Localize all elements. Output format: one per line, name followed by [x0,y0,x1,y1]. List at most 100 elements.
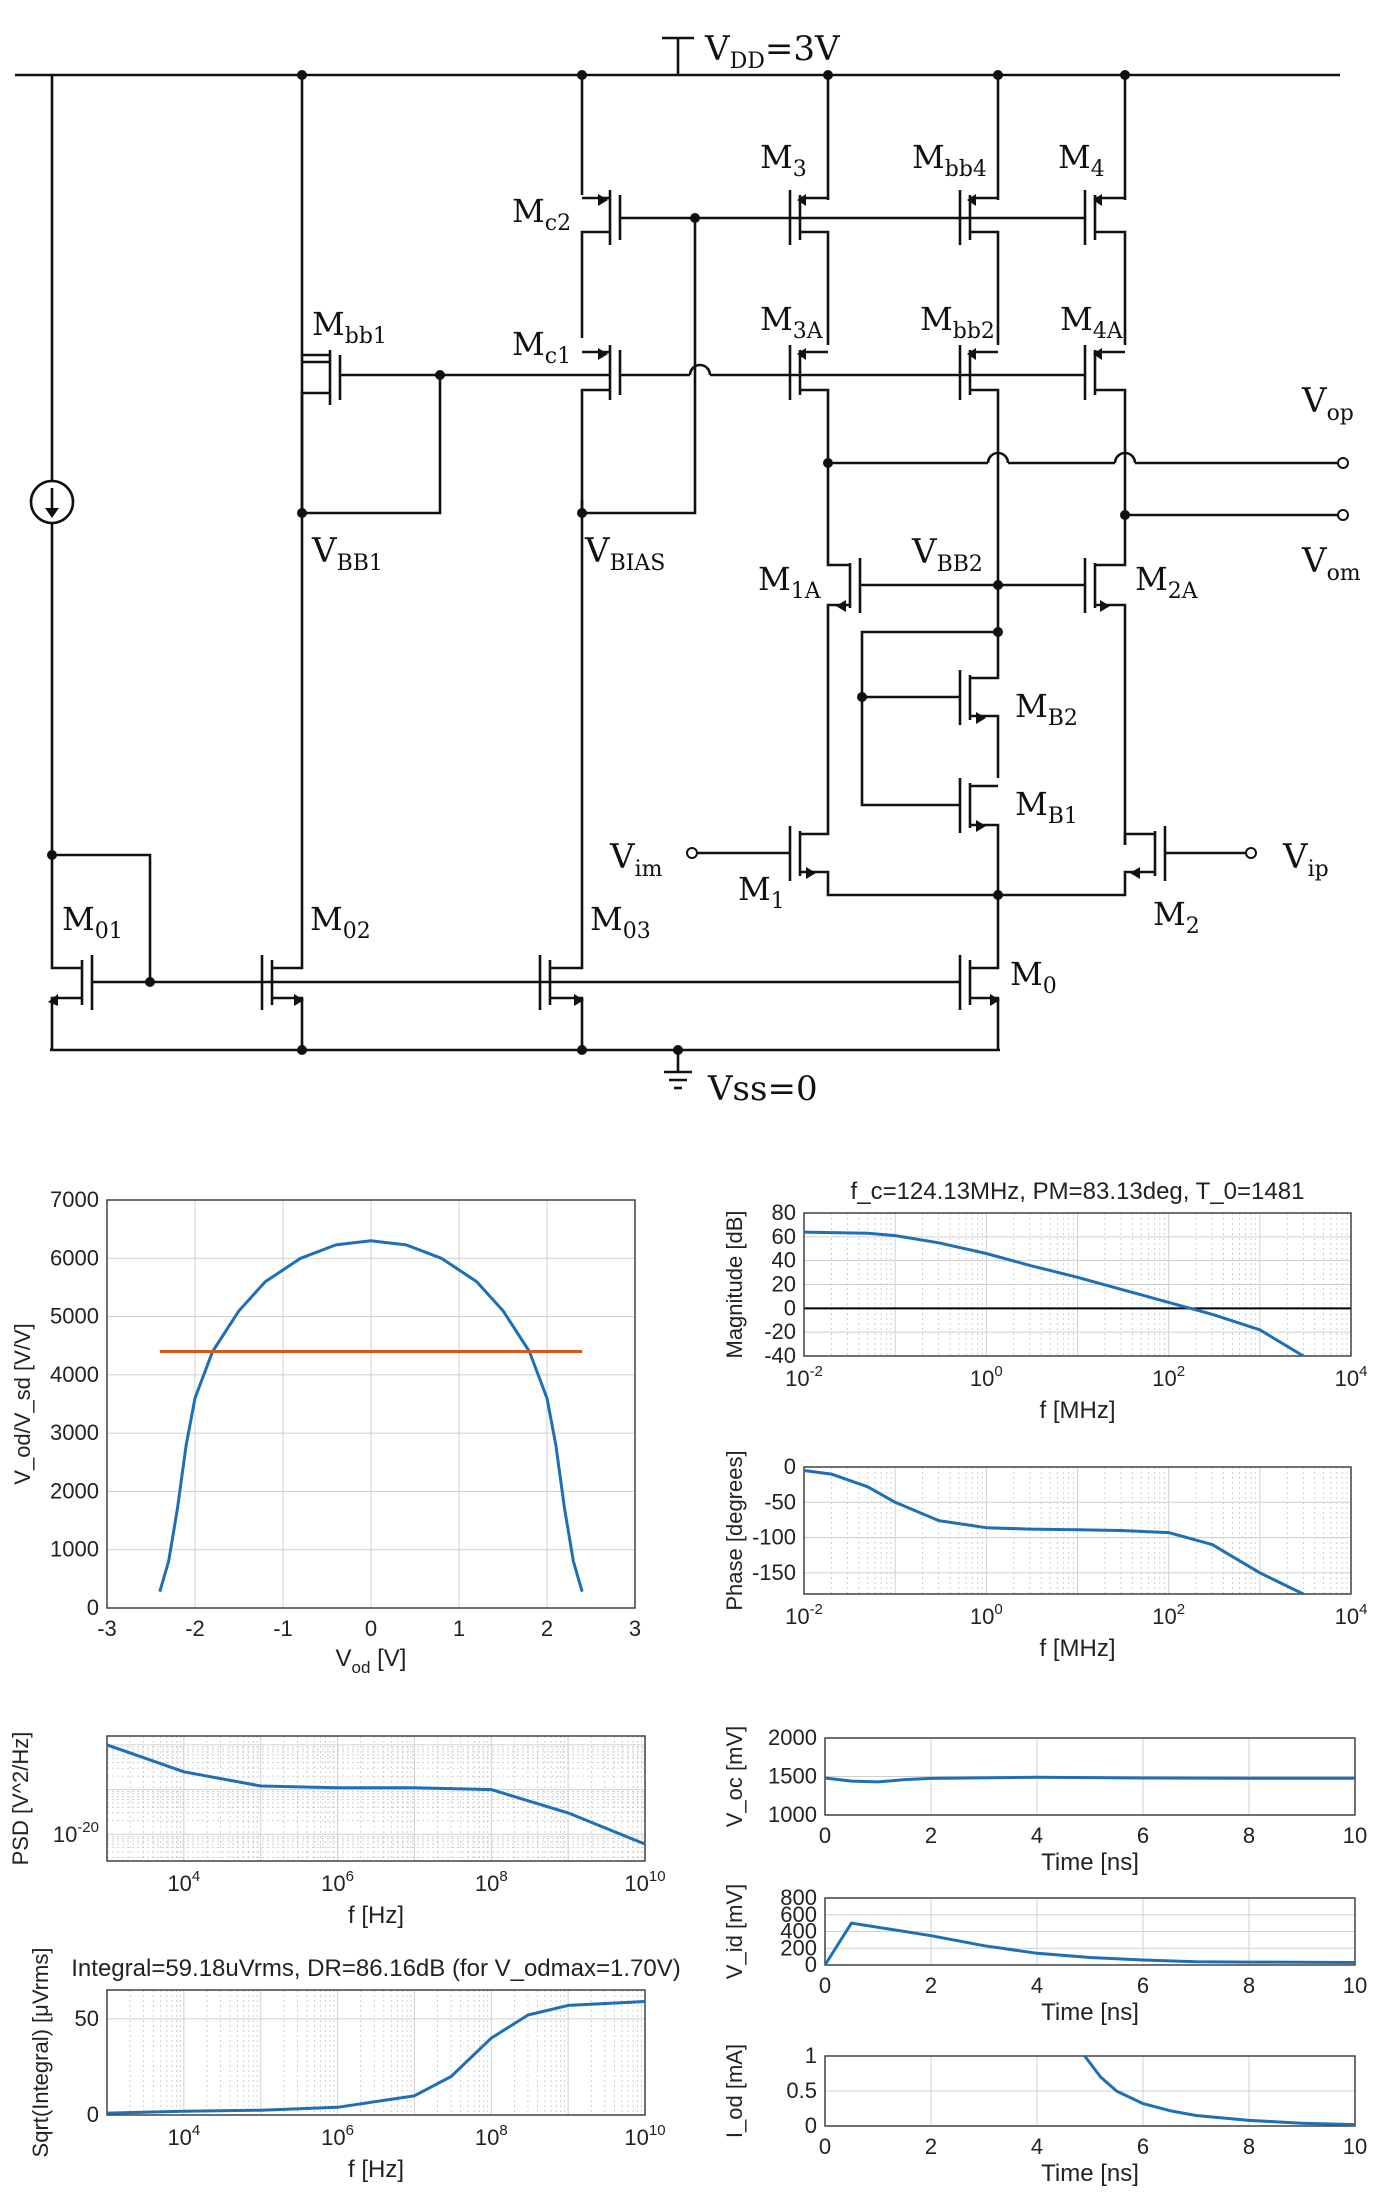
label-mc2: Mc2 [512,192,571,236]
node-label-vip: Vip [1282,837,1329,882]
y-axis-label: V_id [mV] [722,1884,747,1979]
ytick-label: 20 [772,1272,796,1297]
label-m3a: M3A [760,300,824,344]
grid-gain [106,1199,636,1609]
ytick-label: 5000 [50,1304,99,1329]
axes-frame-voc [824,1737,1356,1816]
chart-gain: -3 -2 -1 0 1 2 3 0 1000 2000 3000 4000 5000 6000 7000 V… [10,1187,641,1677]
vbb1-node-wire [302,375,442,515]
xtick-label: 10 [1343,1973,1367,1998]
wire-crossover-1 [688,363,712,376]
axes-frame-vid [824,1897,1356,1966]
series-line-vid-0 [823,1921,1356,1966]
axes-frame-magnitude [803,1212,1352,1357]
xtick-label: 2 [925,1823,937,1848]
xtick-label: 108 [475,2122,508,2150]
ytick-label: 1000 [50,1537,99,1562]
xtick-label: 4 [1031,1823,1043,1848]
transistor-m3 [788,190,830,345]
transistor-mbb1 [300,350,440,513]
transistor-mc2 [580,190,1085,338]
ytick-label: -20 [764,1319,796,1344]
xtick-label: 0 [819,1973,831,1998]
transistor-mc1 [580,345,690,513]
series-line-voc-0 [824,1775,1355,1784]
m01-diode-wire [52,853,152,982]
ytick-label: 400 [780,1919,817,1944]
ytick-label: 0 [805,1952,817,1977]
ytick-label: 2000 [768,1725,817,1750]
xtick-label: 102 [1152,1601,1185,1629]
ytick-label: 1 [805,2043,817,2068]
grid-integral [107,1990,645,2116]
ytick-label: 1000 [768,1802,817,1827]
chart-psd: 104 106 108 1010 10-20 f [Hz] PSD [V^2/Hz] [8,1732,666,1929]
label-m03: M03 [590,900,651,944]
ytick-label: 6000 [50,1245,99,1270]
xtick-label: 104 [167,2122,200,2150]
ytick-label: 0 [805,2113,817,2138]
label-mb2: MB2 [1015,687,1078,731]
vdd-label: VDD=3V [704,29,841,74]
transistor-m4 [1083,190,1127,345]
node-label-vom: Vom [1301,541,1361,586]
x-axis-label: Time [ns] [1041,2160,1139,2187]
node-label-vbias: VBIAS [584,531,665,576]
node-label-vim: Vim [609,837,663,882]
ytick-label: 40 [772,1248,796,1273]
vim-terminal [686,847,698,859]
xtick-label: 2 [925,2134,937,2159]
label-mbb1: Mbb1 [312,305,387,349]
xtick-label: 0 [819,2134,831,2159]
ytick-label: 0 [87,2102,99,2127]
ytick-label: 50 [75,2006,99,2031]
transistor-mb1 [958,778,1000,895]
ytick-label: 1500 [768,1764,817,1789]
chart-iod: 0 2 4 6 8 10 0 0.5 1 Time [ns] I_od [mA] [722,2043,1367,2187]
x-axis-label: Time [ns] [1041,1999,1139,2026]
series-line-psd-0 [106,1743,646,1846]
chart-phase: 10-2 100 102 104 -150 -100 -50 0 f [MHz] Phase [d… [722,1450,1367,1662]
vom-terminal [1337,509,1349,521]
series-line-phase-0 [803,1469,1304,1596]
transistor-m3a [788,345,830,550]
xtick-label: 100 [970,1363,1003,1391]
chart-integral: 104 106 108 1010 0 50 f [Hz] Sqrt(Integral) [μV… [28,1948,681,2183]
x-axis-label: Time [ns] [1041,1849,1139,1876]
ytick-label: 10-20 [53,1819,99,1847]
label-mb1: MB1 [1015,785,1078,829]
xtick-label: 104 [1335,1601,1368,1629]
ytick-label: -150 [752,1560,796,1585]
y-axis-label: I_od [mA] [722,2044,747,2138]
x-axis-label: f [MHz] [1040,1397,1116,1424]
vop-terminal [1337,457,1349,469]
chart-title: f_c=124.13MHz, PM=83.13deg, T_0=1481 [851,1178,1305,1205]
grid-psd [107,1736,645,1861]
xtick-label: 6 [1137,2134,1149,2159]
xtick-label: 10 [1343,1823,1367,1848]
vss-label: Vss=0 [707,1069,818,1109]
circuit-schematic: VDD=3V Vss=0 [15,29,1361,1109]
ytick-label: 80 [772,1200,796,1225]
xtick-label: 4 [1031,2134,1043,2159]
axes-frame-psd [106,1735,646,1862]
ytick-label: 200 [780,1935,817,1960]
axes-frame-integral [106,1989,646,2116]
label-m02: M02 [310,900,371,944]
xtick-label: 100 [970,1601,1003,1629]
xtick-label: 6 [1137,1973,1149,1998]
transistor-m2 [998,826,1167,897]
y-axis-label: V_oc [mV] [722,1726,747,1827]
series-line-integral-0 [106,2000,646,2115]
chart-title: Integral=59.18uVrms, DR=86.16dB (for V_o… [71,1955,680,1982]
vip-terminal [1245,847,1257,859]
y-axis-label: Sqrt(Integral) [μVrms] [28,1948,53,2158]
ytick-label: 0 [784,1454,796,1479]
ytick-label: 60 [772,1224,796,1249]
xtick-label: -3 [97,1616,117,1641]
xtick-label: 2 [925,1973,937,1998]
series-line-gain-0 [158,1239,584,1593]
label-m1a: M1A [758,560,822,604]
transistor-labels: M3 Mbb4 M4 Mc2 Mbb1 Mc1 M3A Mbb2 M4A M1A M2A MB2 MB1… [62,138,1200,999]
